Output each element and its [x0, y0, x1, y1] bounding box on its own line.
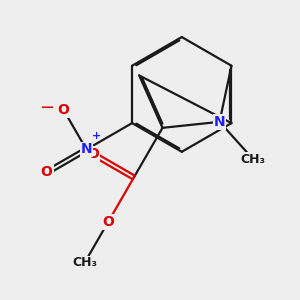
Text: O: O [87, 147, 99, 161]
Text: N: N [81, 142, 92, 157]
Text: −: − [39, 99, 54, 117]
Text: O: O [102, 215, 114, 229]
Text: +: + [92, 130, 101, 141]
Text: N: N [214, 115, 225, 129]
Text: CH₃: CH₃ [241, 153, 266, 166]
Text: CH₃: CH₃ [72, 256, 97, 269]
Text: O: O [41, 165, 52, 179]
Text: O: O [58, 103, 69, 117]
